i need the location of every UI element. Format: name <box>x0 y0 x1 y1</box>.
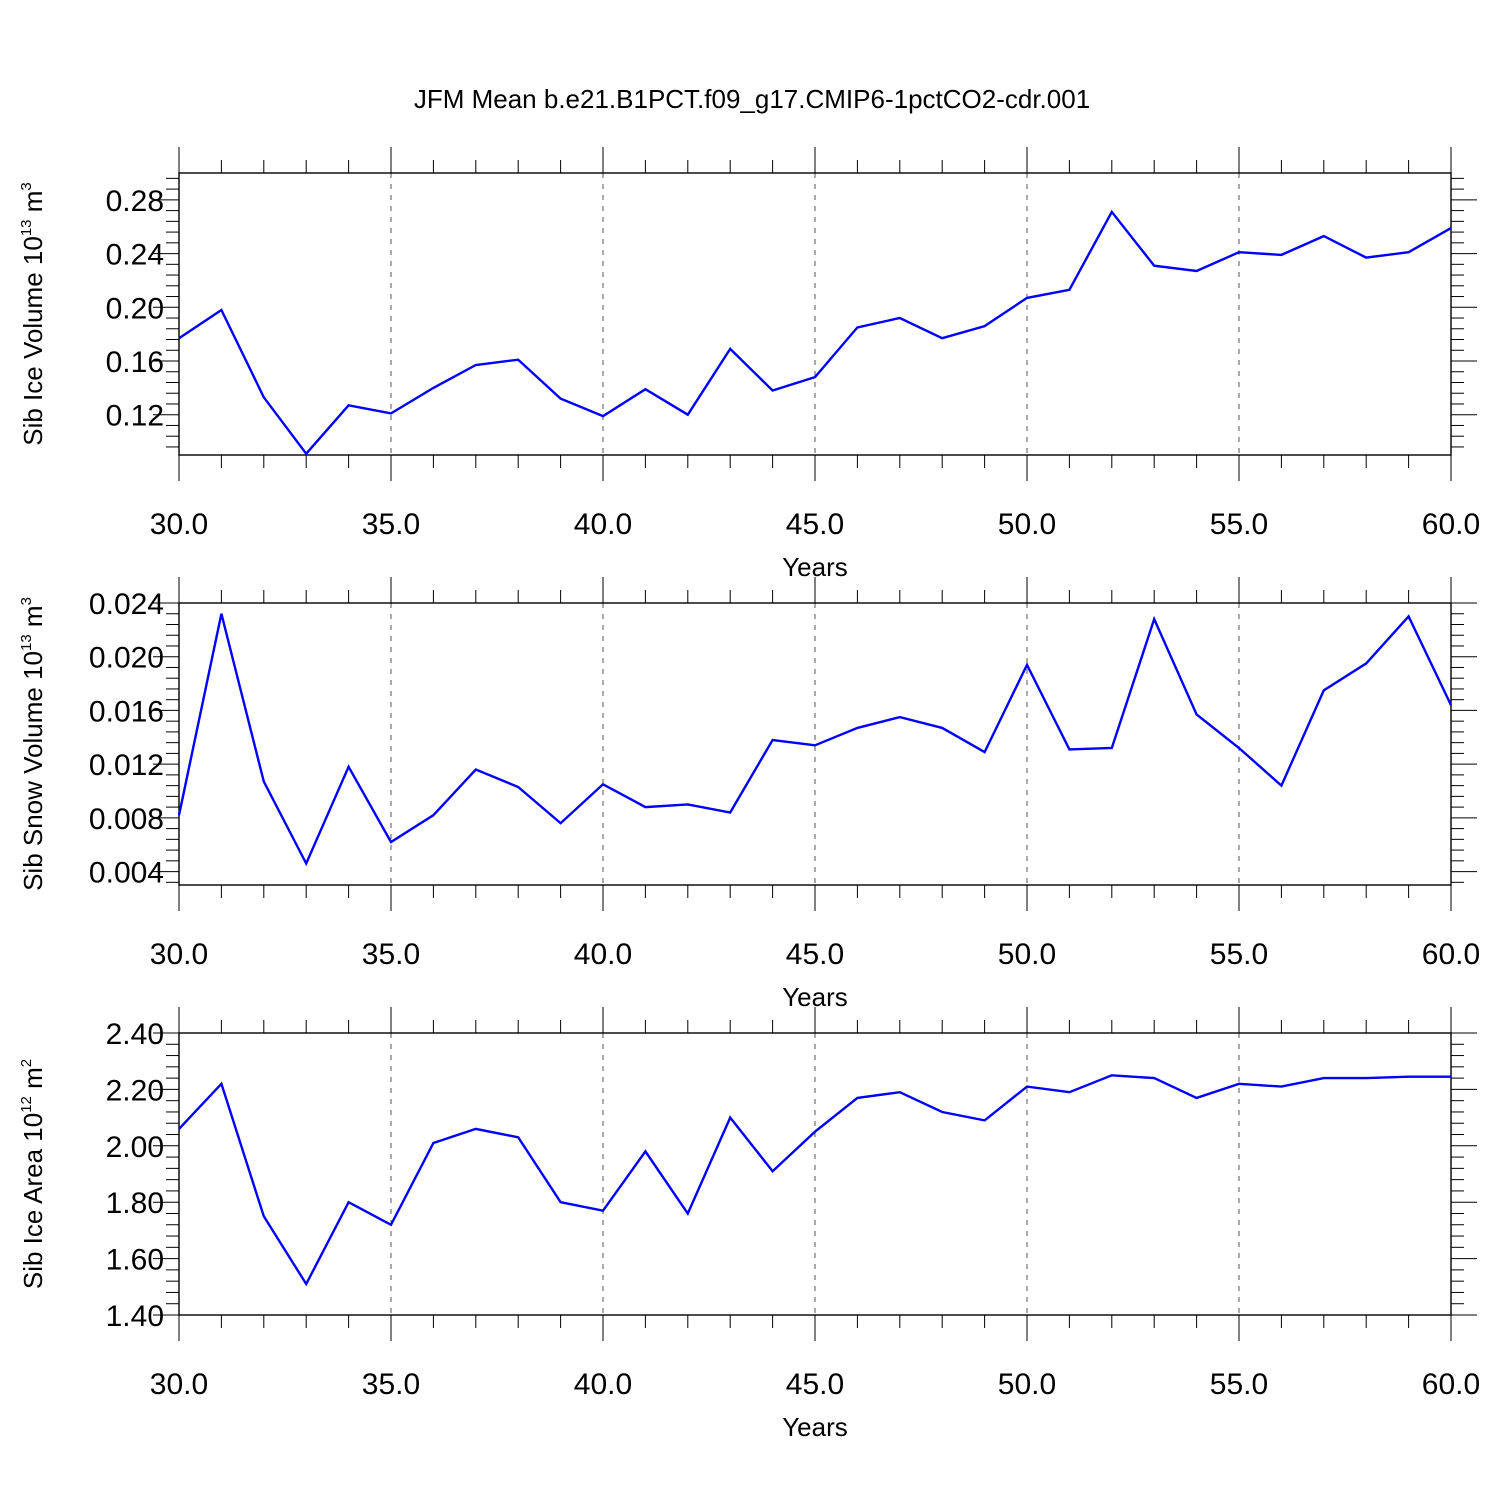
x-tick-label: 45.0 <box>786 938 844 971</box>
x-tick-label: 35.0 <box>362 938 420 971</box>
y-axis-label-superscript: 2 <box>18 1059 35 1067</box>
y-tick-label: 0.12 <box>106 400 164 433</box>
x-tick-label: 30.0 <box>150 1368 208 1401</box>
x-tick-label: 60.0 <box>1422 938 1480 971</box>
y-tick-label: 0.016 <box>89 695 164 728</box>
x-tick-label: 45.0 <box>786 1368 844 1401</box>
chart-panel-3: 1.40 1.60 1.80 2.00 2.20 2.40 30.0 35.0 40.0 45.0… <box>18 1007 1480 1442</box>
y-tick-label: 0.24 <box>106 239 164 272</box>
x-axis-label: Years <box>782 1412 848 1442</box>
y-tick-label: 0.28 <box>106 185 164 218</box>
y-axis-label: Sib Ice Volume 1013 m3 <box>18 182 48 446</box>
panels: 0.12 0.16 0.20 0.24 0.28 30.0 35.0 40.0 45.0 50.0… <box>18 147 1480 1442</box>
x-tick-label: 40.0 <box>574 938 632 971</box>
y-axis-label-superscript: 3 <box>18 182 35 190</box>
x-tick-label: 30.0 <box>150 508 208 541</box>
y-tick-label: 2.00 <box>106 1131 164 1164</box>
x-tick-label: 35.0 <box>362 508 420 541</box>
y-tick-label: 2.20 <box>106 1074 164 1107</box>
x-tick-label: 55.0 <box>1210 508 1268 541</box>
x-tick-label: 35.0 <box>362 1368 420 1401</box>
plot-frame <box>178 602 1452 886</box>
x-tick-label: 45.0 <box>786 508 844 541</box>
x-tick-label: 60.0 <box>1422 1368 1480 1401</box>
y-tick-label: 1.60 <box>106 1244 164 1277</box>
chart-panel-1: 0.12 0.16 0.20 0.24 0.28 30.0 35.0 40.0 45.0 50.0… <box>18 147 1480 582</box>
y-axis-label-superscript: 3 <box>18 597 35 605</box>
y-tick-label: 0.020 <box>89 642 164 675</box>
y-tick-label: 0.20 <box>106 292 164 325</box>
y-axis-label-part: m <box>18 1067 48 1096</box>
y-axis-label-superscript: 13 <box>18 634 35 651</box>
x-tick-label: 50.0 <box>998 508 1056 541</box>
x-tick-label: 60.0 <box>1422 508 1480 541</box>
x-tick-label: 50.0 <box>998 938 1056 971</box>
y-tick-label: 0.008 <box>89 803 164 836</box>
chart-panel-2: 0.004 0.008 0.012 0.016 0.020 0.024 30.0 35.0 40… <box>18 577 1480 1012</box>
y-tick-label: 0.16 <box>106 346 164 379</box>
x-tick-label: 55.0 <box>1210 1368 1268 1401</box>
plot-frame <box>178 172 1452 456</box>
y-axis-label-part: Sib Snow Volume 10 <box>18 651 48 891</box>
y-axis-label-part: Sib Ice Area 10 <box>18 1113 48 1289</box>
y-tick-label: 1.40 <box>106 1300 164 1333</box>
chart-title: JFM Mean b.e21.B1PCT.f09_g17.CMIP6-1pctC… <box>414 84 1090 114</box>
y-tick-label: 0.024 <box>89 588 164 621</box>
y-axis-label-part: m <box>18 191 48 220</box>
x-tick-label: 50.0 <box>998 1368 1056 1401</box>
x-tick-label: 55.0 <box>1210 938 1268 971</box>
y-axis-label-part: Sib Ice Volume 10 <box>18 236 48 446</box>
y-axis-label: Sib Ice Area 1012 m2 <box>18 1059 48 1289</box>
y-axis-label-part: m <box>18 605 48 634</box>
x-tick-label: 30.0 <box>150 938 208 971</box>
y-tick-label: 0.004 <box>89 857 164 890</box>
y-axis-label: Sib Snow Volume 1013 m3 <box>18 597 48 891</box>
plot-frame <box>178 1032 1452 1316</box>
y-tick-label: 0.012 <box>89 749 164 782</box>
x-tick-label: 40.0 <box>574 1368 632 1401</box>
y-axis-label-superscript: 12 <box>18 1096 35 1113</box>
y-tick-label: 2.40 <box>106 1018 164 1051</box>
y-tick-label: 1.80 <box>106 1187 164 1220</box>
x-tick-label: 40.0 <box>574 508 632 541</box>
y-axis-label-superscript: 13 <box>18 219 35 236</box>
